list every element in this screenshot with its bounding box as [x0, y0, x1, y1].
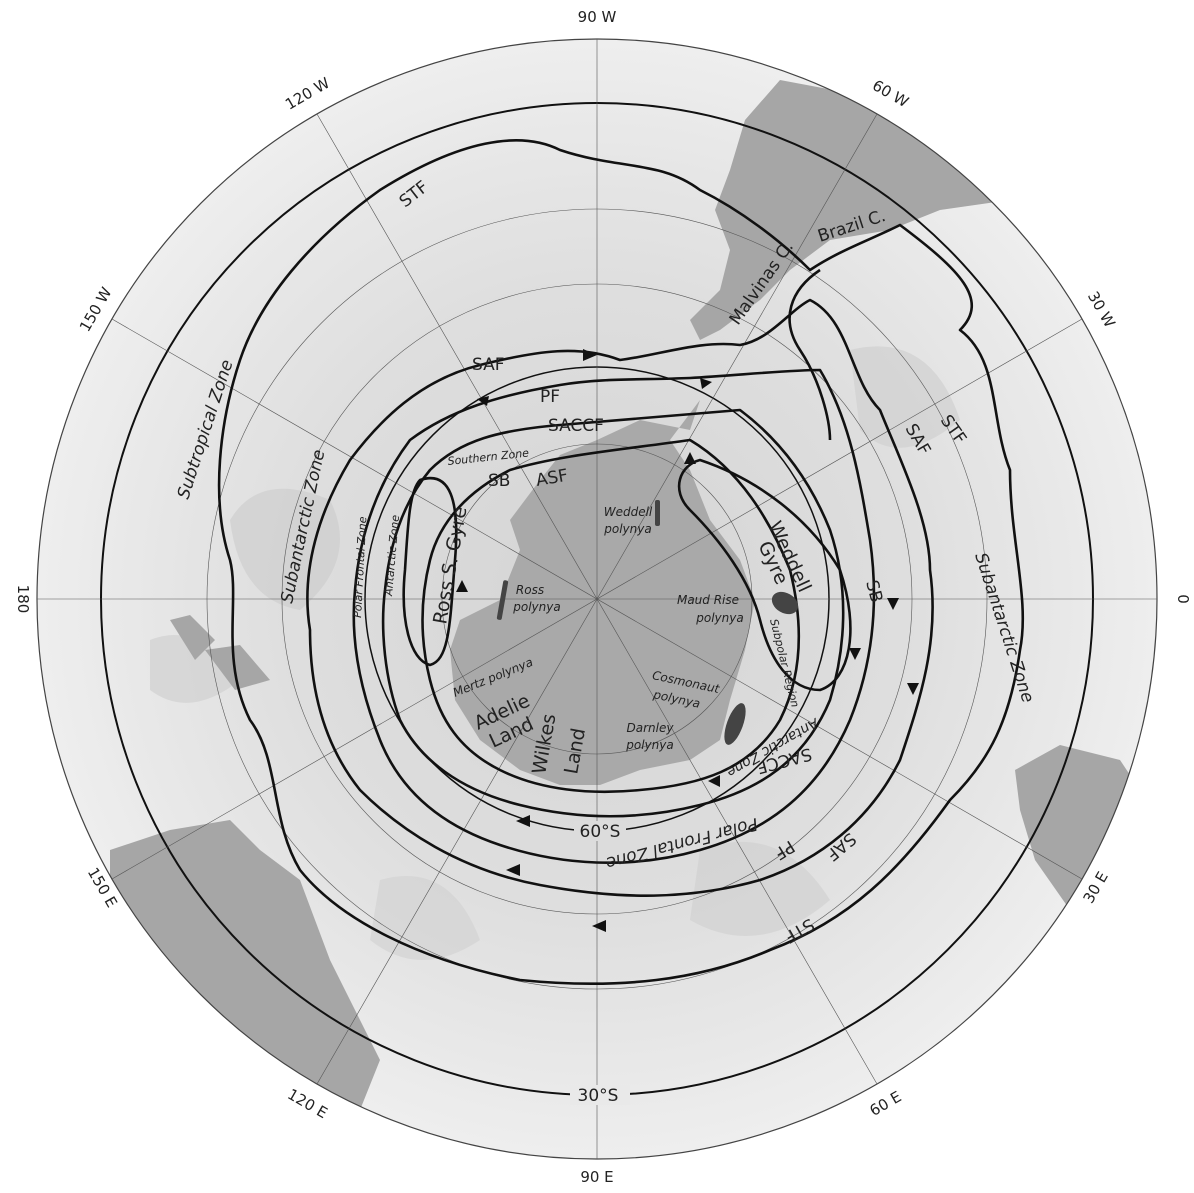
lon-label-60e: 60 E [867, 1088, 905, 1120]
lon-label-bottom: 90 E [580, 1168, 613, 1186]
lon-label-120e: 120 E [284, 1085, 330, 1122]
lon-label-right: 0 [1174, 594, 1192, 604]
darnley-polynya-label-2: polynya [625, 738, 673, 752]
maud-polynya-label-1: Maud Rise [677, 593, 739, 607]
darnley-polynya-label-1: Darnley [627, 721, 675, 735]
ross-polynya-label-2: polynya [512, 600, 560, 614]
maud-polynya-label-2: polynya [695, 611, 743, 625]
lon-label-top: 90 W [578, 8, 617, 26]
lon-label-30w: 30 W [1084, 288, 1119, 331]
saf-label-top: SAF [472, 355, 505, 375]
weddell-polynya-label-2: polynya [603, 522, 651, 536]
weddell-polynya-label-1: Weddell [604, 505, 653, 519]
lat-label-30s: 30°S [578, 1086, 619, 1106]
saccf-label-top: SACCF [548, 416, 604, 436]
lon-label-60w: 60 W [869, 76, 912, 111]
sb-label-top: SB [488, 471, 510, 491]
pf-label-top: PF [540, 387, 560, 407]
lat-label-60s: 60°S [580, 822, 621, 842]
ross-polynya-label-1: Ross [516, 583, 544, 597]
lon-label-left: 180 [14, 585, 32, 614]
lon-label-120w: 120 W [282, 74, 333, 114]
